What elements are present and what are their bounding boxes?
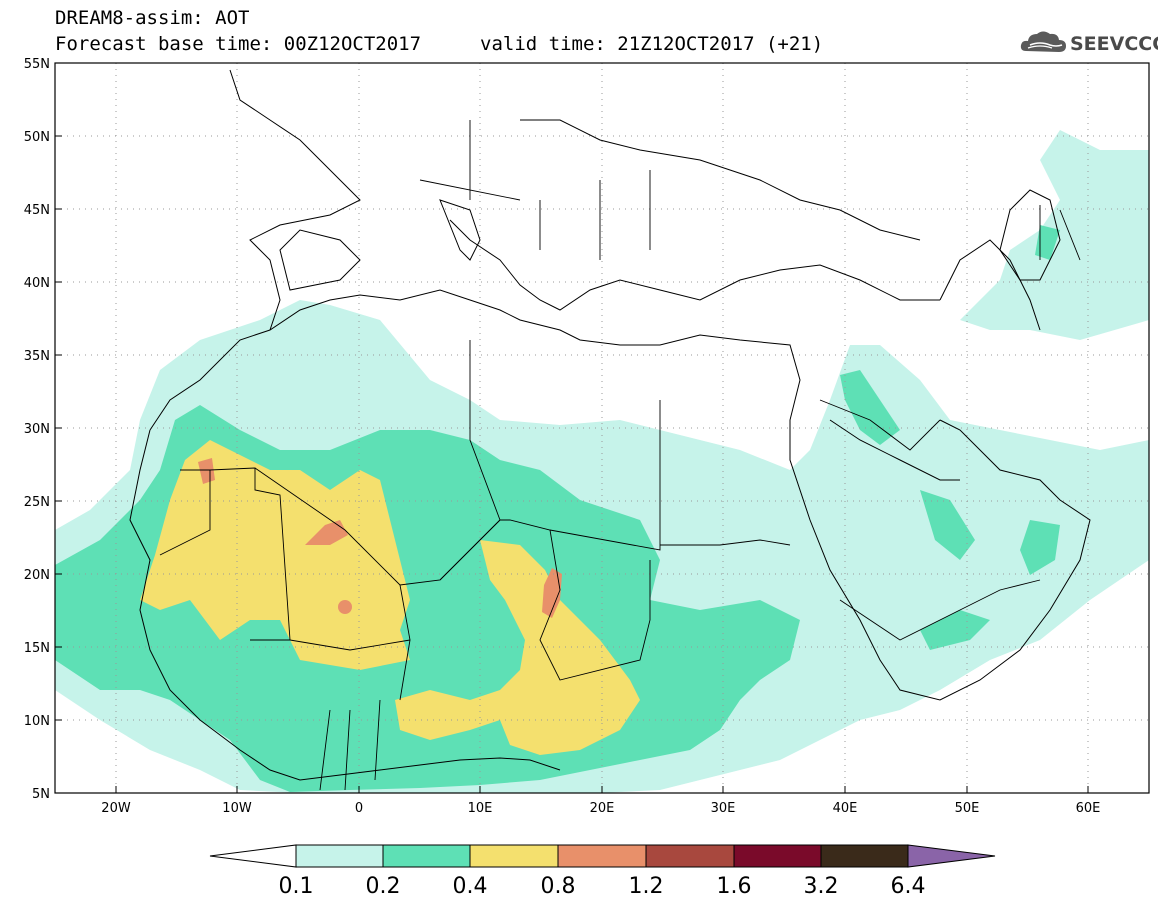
colorbar-segment bbox=[469, 844, 559, 868]
lon-label: 10W bbox=[222, 801, 252, 816]
colorbar-segment bbox=[820, 844, 909, 868]
colorbar-label: 0.1 bbox=[279, 874, 314, 899]
logo-text: SEEVCCC bbox=[1070, 33, 1158, 55]
lon-label: 10E bbox=[468, 801, 493, 816]
coastlines bbox=[129, 69, 1091, 781]
colorbar-label: 1.2 bbox=[629, 874, 664, 899]
colorbar-segment bbox=[645, 844, 735, 868]
seevccc-logo: SEEVCCC bbox=[1018, 24, 1165, 58]
colorbar-label: 0.4 bbox=[453, 874, 488, 899]
colorbar-segment bbox=[382, 844, 471, 868]
valid-time: valid time: 21Z12OCT2017 (+21) bbox=[480, 33, 824, 55]
lat-label: 25N bbox=[24, 495, 50, 510]
aot-class-0.8 bbox=[198, 458, 215, 484]
lat-label: 30N bbox=[24, 422, 50, 437]
lon-label: 20E bbox=[590, 801, 615, 816]
colorbar-upper-arrow bbox=[907, 844, 996, 868]
lat-label: 10N bbox=[24, 714, 50, 729]
lon-label: 0 bbox=[355, 801, 363, 816]
lat-label: 40N bbox=[24, 276, 50, 291]
colorbar-label: 3.2 bbox=[804, 874, 839, 899]
aot-field bbox=[55, 130, 1149, 793]
lat-label: 35N bbox=[24, 349, 50, 364]
colorbar-label: 0.8 bbox=[541, 874, 576, 899]
colorbar-label: 6.4 bbox=[891, 874, 926, 899]
colorbar-segment bbox=[733, 844, 822, 868]
lon-label: 20W bbox=[101, 801, 131, 816]
map-title: DREAM8-assim: AOT bbox=[55, 7, 250, 29]
lat-label: 55N bbox=[24, 57, 50, 72]
lat-label: 5N bbox=[32, 787, 50, 802]
colorbar-segment bbox=[295, 844, 384, 868]
lat-label: 20N bbox=[24, 568, 50, 583]
lon-label: 50E bbox=[955, 801, 980, 816]
axis-ticks bbox=[55, 62, 1089, 794]
lat-label: 15N bbox=[24, 641, 50, 656]
lon-label: 60E bbox=[1076, 801, 1101, 816]
colorbar-lower-arrow bbox=[209, 844, 297, 868]
colorbar-label: 0.2 bbox=[366, 874, 401, 899]
lat-label: 45N bbox=[24, 203, 50, 218]
lat-label: 50N bbox=[24, 130, 50, 145]
lon-label: 40E bbox=[833, 801, 858, 816]
graticule bbox=[55, 63, 1149, 793]
forecast-base-time: Forecast base time: 00Z12OCT2017 bbox=[55, 33, 422, 55]
longitude-labels: 20W 10W 0 10E 20E 30E 40E 50E 60E bbox=[101, 801, 1100, 816]
colorbar-segment bbox=[557, 844, 647, 868]
colorbar-label: 1.6 bbox=[717, 874, 752, 899]
latitude-labels: 55N 50N 45N 40N 35N 30N 25N 20N 15N 10N … bbox=[24, 57, 50, 802]
country-borders bbox=[159, 120, 1081, 791]
lon-label: 30E bbox=[711, 801, 736, 816]
colorbar: 0.1 0.2 0.4 0.8 1.2 1.6 3.2 6.4 bbox=[209, 844, 996, 899]
cloud-logo-icon: SEEVCCC bbox=[1020, 31, 1165, 55]
